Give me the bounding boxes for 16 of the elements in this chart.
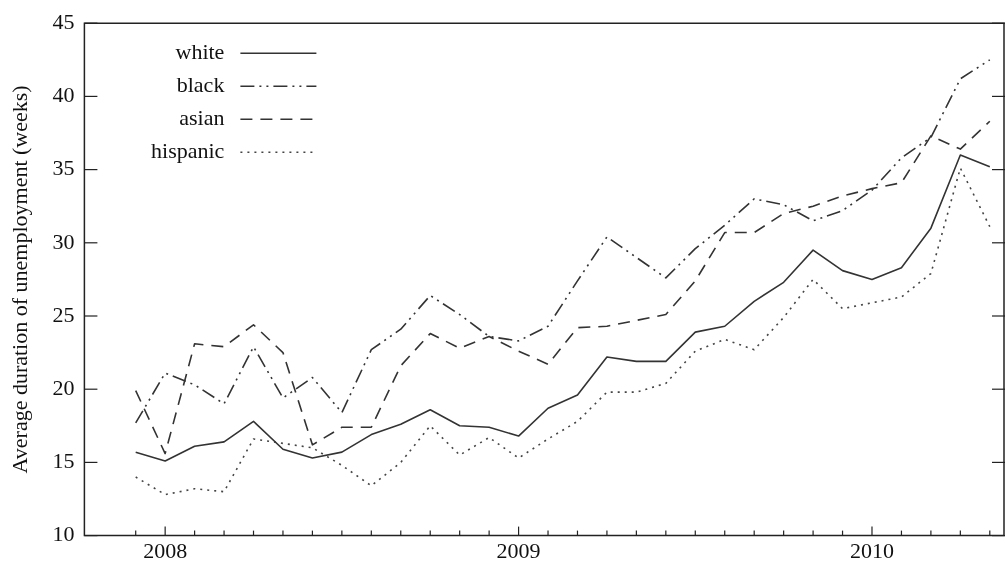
y-tick-label: 15: [52, 448, 75, 474]
y-tick-label: 45: [52, 8, 75, 34]
y-tick-label: 40: [52, 82, 75, 108]
x-tick-label: 2009: [496, 537, 541, 563]
legend-label: black: [176, 71, 225, 97]
y-tick-label: 30: [52, 228, 75, 254]
legend-label: white: [175, 38, 225, 64]
x-tick-label: 2008: [143, 537, 188, 563]
y-tick-label: 35: [52, 155, 75, 181]
x-tick-label: 2010: [849, 537, 894, 563]
y-axis-title: Average duration of unemployment (weeks): [6, 85, 32, 474]
legend-label: asian: [179, 104, 225, 130]
y-tick-label: 10: [52, 521, 75, 547]
y-tick-label: 20: [52, 374, 75, 400]
y-tick-label: 25: [52, 301, 75, 327]
legend-label: hispanic: [151, 137, 225, 163]
